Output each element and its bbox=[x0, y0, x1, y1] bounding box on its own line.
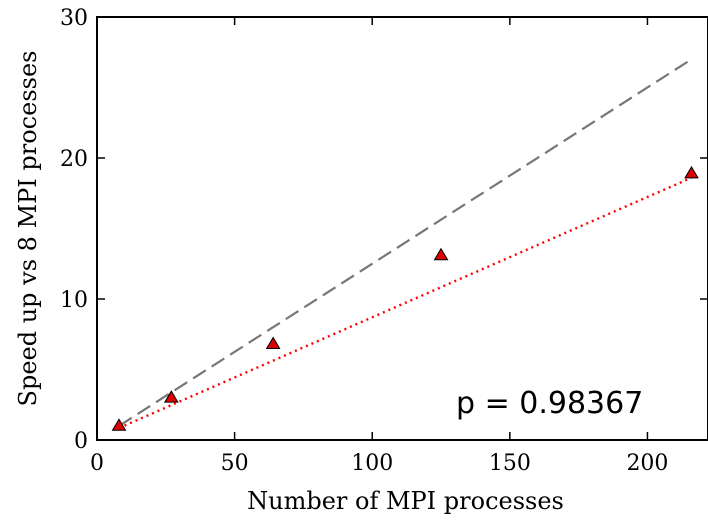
y-tick-label: 20 bbox=[60, 147, 88, 172]
y-tick-label: 30 bbox=[60, 6, 88, 31]
x-tick-label: 0 bbox=[90, 451, 104, 476]
data-point-marker bbox=[111, 418, 127, 431]
y-tick-label: 10 bbox=[60, 288, 88, 313]
data-point-marker bbox=[684, 165, 699, 179]
x-tick-label: 100 bbox=[351, 451, 393, 476]
data-point-marker bbox=[265, 336, 281, 350]
y-axis-label: Speed up vs 8 MPI processes bbox=[14, 51, 42, 407]
y-tick-label: 0 bbox=[74, 429, 88, 454]
ideal-line bbox=[118, 58, 693, 427]
x-tick-label: 150 bbox=[489, 451, 531, 476]
fit-line bbox=[118, 176, 692, 430]
x-axis-label: Number of MPI processes bbox=[247, 487, 564, 515]
data-point-marker bbox=[163, 390, 179, 403]
x-tick-label: 200 bbox=[626, 451, 668, 476]
x-tick-label: 50 bbox=[221, 451, 249, 476]
fit-parameter-annotation: p = 0.98367 bbox=[456, 386, 643, 421]
data-point-marker bbox=[433, 247, 449, 261]
plot-frame bbox=[96, 16, 708, 441]
